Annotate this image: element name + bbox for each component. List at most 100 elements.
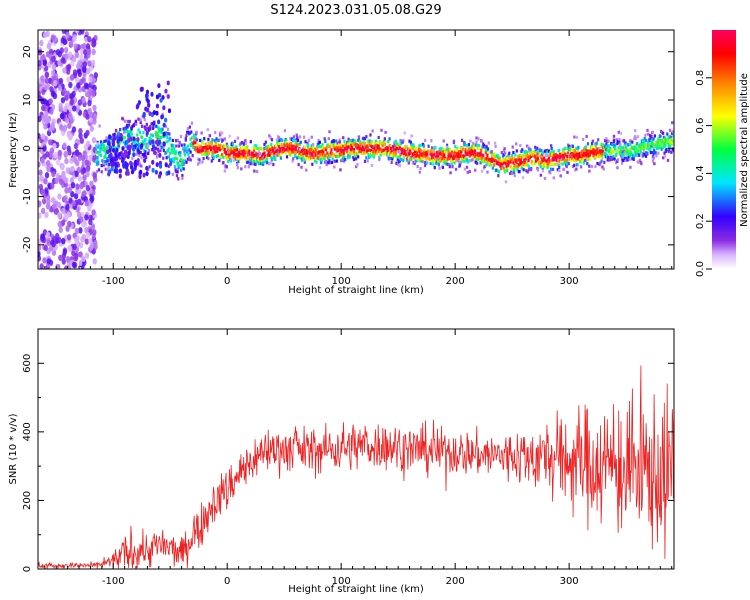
spectrogram-cell [547,164,550,168]
spectrogram-noise-cell [44,110,49,118]
spectrogram-cell [526,163,529,167]
spectrogram-noise-cell [86,48,92,56]
spectrogram-halo-cell [525,144,529,148]
spectrogram-noise-cell [64,187,69,194]
spectrogram-cell [317,144,320,149]
spectrogram-halo-cell [618,143,622,147]
spectrogram-cell [389,156,392,160]
spectrogram-cell [157,134,160,138]
spectrogram-cell [232,155,235,159]
spectrogram-cell [531,161,534,165]
spectrogram-cell [327,161,330,165]
spectrogram-cell [445,160,448,164]
spectrogram-cell [625,143,628,147]
spectrogram-cell [261,152,265,156]
spectrogram-cell [132,123,135,127]
spectrogram-cell [172,151,175,155]
spectrogram-cell [146,146,149,150]
spectrogram-halo-cell [549,144,553,148]
spectrogram-cell [127,130,131,134]
spectrogram-xlabel: Height of straight line (km) [288,285,424,296]
spectrogram-noise-cell [85,165,91,172]
spectrogram-cell [340,143,343,147]
spectrogram-cell [599,144,603,149]
spectrogram-cell [506,168,509,173]
spectrogram-halo-cell [642,149,646,153]
spectrogram-cell [672,134,674,138]
spectrogram-noise-cell [68,51,73,58]
spectrogram-cell [279,147,282,151]
spectrogram-cell [325,145,328,150]
spectrogram-noise-cell [42,145,47,152]
spectrogram-noise-cell [69,166,75,173]
spectrogram-cell [243,141,246,146]
spectrogram-noise-cell [68,132,74,140]
spectrogram-cell [173,159,176,163]
spectrogram-noise-cell [85,170,90,178]
spectrogram-cell [547,156,551,161]
spectrogram-cell [114,129,118,133]
spectrogram-cell [526,150,529,155]
spectrogram-halo-cell [490,150,493,154]
spectrogram-cell [541,167,544,171]
spectrogram-cell [579,165,583,169]
spectrogram-cell [118,173,122,179]
spectrogram-cell [269,136,272,140]
spectrogram-halo-cell [130,142,134,146]
spectrogram-cell [202,156,205,161]
spectrogram-cell [131,124,134,128]
spectrogram-cell [494,144,497,149]
spectrogram-halo-cell [475,136,478,140]
spectrogram-halo-cell [640,162,643,166]
spectrogram-cell [663,138,666,142]
spectrogram-cell [218,158,221,163]
spectrogram-noise-cell [70,60,75,67]
spectrogram-cell [379,153,382,157]
spectrogram-halo-cell [398,164,402,168]
spectrogram-cell [428,157,432,162]
spectrogram-cell [270,142,273,146]
spectrogram-cell [335,155,339,159]
spectrogram-cell [292,138,295,143]
spectrogram-cell [480,139,484,143]
spectrogram-cell [184,136,187,141]
spectrogram-halo-cell [323,137,326,141]
spectrogram-noise-cell [57,220,62,228]
spectrogram-cell [311,153,314,157]
spectrogram-cell [262,160,265,164]
spectrogram-cell [162,105,166,111]
spectrogram-cell [120,158,125,164]
spectrogram-cell [354,140,357,145]
spectrogram-cell [229,146,232,150]
spectrogram-halo-cell [318,165,322,169]
spectrogram-cell [186,127,189,131]
spectrogram-cell [534,148,538,152]
spectrogram-cell [485,145,488,149]
spectrogram-cell [562,148,565,152]
spectrogram-cell [611,142,614,147]
spectrogram-noise-cell [64,177,69,184]
spectrogram-cell [172,143,175,148]
spectrogram-cell [272,147,275,151]
spectrogram-halo-cell [183,149,186,153]
spectrogram-cell [148,140,152,145]
spectrogram-halo-cell [510,172,514,176]
spectrogram-cell [661,140,664,144]
spectrogram-cell [638,153,641,157]
spectrogram-noise-cell [40,75,45,82]
spectrogram-noise-cell [89,180,94,187]
spectrogram-cell [642,152,645,156]
spectrogram-cell [109,152,113,158]
spectrogram-noise-cell [67,186,73,194]
spectrogram-halo-cell [424,161,428,165]
spectrogram-cell [613,157,616,161]
spectrogram-cell [627,153,631,157]
spectrogram-cell [309,147,313,152]
spectrogram-cell [142,172,146,178]
spectrogram-noise-cell [81,66,87,73]
spectrogram-noise-cell [65,32,70,39]
spectrogram-cell [137,100,142,105]
spectrogram-cell [99,150,102,154]
spectrogram-cell [100,164,103,168]
spectrogram-cell [111,142,116,147]
